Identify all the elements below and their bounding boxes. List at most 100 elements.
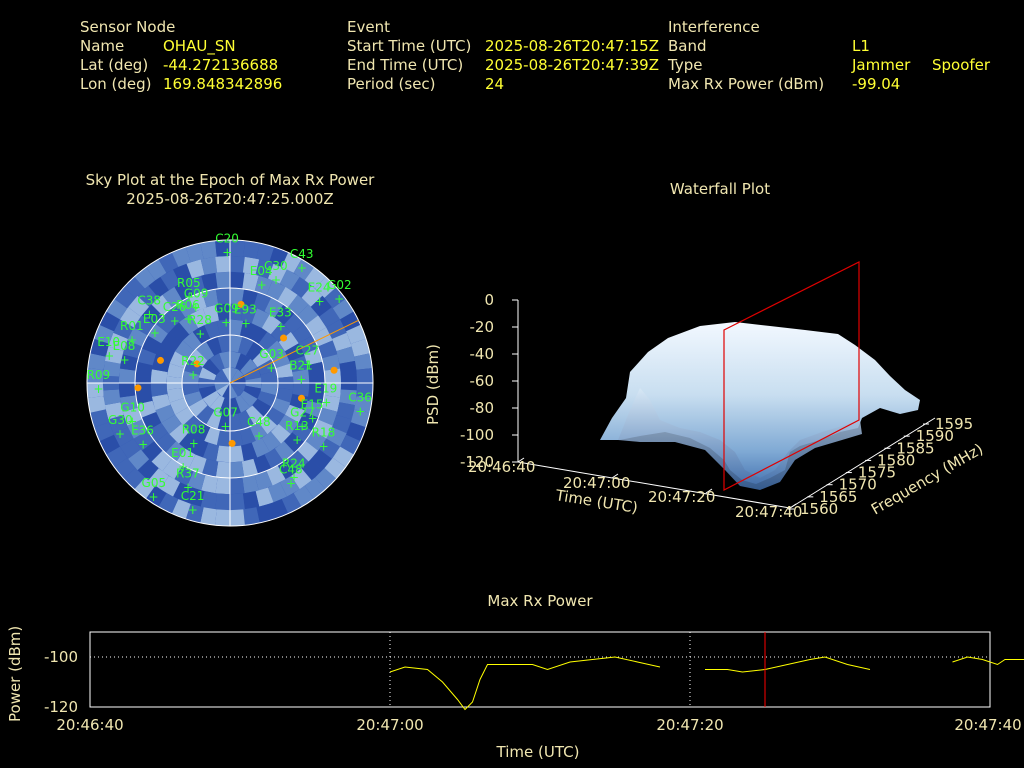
satellite-c38: C38+	[137, 294, 161, 322]
sky-cell	[204, 320, 221, 340]
satellite-g27: G27+	[290, 405, 315, 433]
sky-cell	[119, 307, 141, 328]
interference-marker	[330, 366, 338, 374]
satellite-marker: +	[292, 433, 302, 447]
sky-cell	[133, 430, 155, 451]
sky-cell	[103, 389, 121, 406]
sky-cell	[230, 287, 245, 305]
satellite-e19: E19+	[314, 381, 337, 409]
sky-cell	[235, 353, 251, 371]
sky-cell	[245, 405, 264, 425]
sky-cell	[200, 256, 218, 275]
satellite-r01: R01+	[120, 319, 144, 347]
sky-cell	[275, 363, 294, 378]
satellite-r13: R13+	[285, 419, 309, 447]
sky-cell	[162, 286, 183, 308]
satellite-marker: +	[266, 361, 276, 375]
sky-cell	[200, 240, 217, 259]
sky-cell	[127, 327, 148, 347]
sky-cell	[171, 499, 191, 519]
sky-cell	[104, 402, 124, 420]
type-label: Type	[668, 56, 703, 74]
sky-cell	[260, 370, 278, 383]
sky-cell	[258, 331, 278, 352]
satellite-e36: E36+	[131, 424, 154, 452]
satellite-marker: +	[241, 317, 251, 331]
sky-cell	[118, 383, 136, 398]
satellite-e04: E04+	[250, 264, 273, 292]
satellite-c43: C43+	[290, 247, 314, 275]
sky-cell	[241, 304, 258, 324]
sky-cell	[238, 410, 254, 429]
sky-cell	[166, 363, 185, 378]
sky-plot-grid	[86, 239, 374, 527]
sky-cell	[113, 427, 134, 447]
sky-cell	[160, 475, 181, 497]
satellite-g02: G02+	[327, 278, 352, 306]
satellite-label: C38	[137, 294, 161, 308]
sky-cell	[178, 431, 199, 452]
sky-cell	[336, 402, 356, 420]
sky-cell	[269, 247, 289, 267]
band-value: L1	[852, 37, 870, 55]
frequency-tick-label: 1590	[916, 427, 954, 445]
sky-cell	[254, 275, 273, 295]
event-start-value: 2025-08-26T20:47:15Z	[485, 37, 659, 55]
sky-cell	[230, 383, 238, 399]
psd-surface	[600, 322, 920, 484]
frequency-tick-label: 1565	[819, 488, 857, 506]
sky-cell	[356, 368, 373, 383]
sky-cell	[278, 331, 299, 352]
sky-cell	[230, 303, 244, 321]
sky-cell	[216, 429, 230, 447]
sky-cell	[336, 346, 356, 364]
psd-tick-label: -60	[470, 372, 495, 390]
sky-cell	[155, 343, 175, 362]
satellite-r18: R18+	[312, 425, 336, 453]
interference-marker	[193, 360, 201, 368]
sky-cell	[332, 446, 354, 468]
sky-cell	[178, 314, 199, 335]
sky-cell	[137, 285, 159, 307]
sky-cell	[200, 507, 217, 526]
max-rx-power-value: -99.04	[852, 75, 901, 93]
sky-cell	[301, 285, 323, 307]
satellite-label: G05	[142, 476, 167, 490]
sky-cell	[271, 397, 291, 415]
sky-cell	[230, 319, 244, 337]
sky-cell	[260, 383, 278, 396]
time-tick	[611, 473, 619, 479]
satellite-label: R24	[282, 457, 306, 471]
sky-cell	[141, 412, 162, 431]
sky-cell	[241, 288, 259, 308]
psd-tick-label: 0	[484, 291, 494, 309]
satellite-marker: +	[188, 503, 198, 517]
sky-cell	[182, 414, 202, 435]
sky-cell	[201, 272, 218, 291]
sky-cell	[269, 499, 289, 519]
satellite-label: E15	[301, 397, 324, 411]
satellite-label: R22	[181, 354, 205, 368]
sky-cell	[202, 390, 220, 408]
satellite-marker: +	[296, 372, 306, 386]
sky-cell	[222, 367, 230, 383]
sky-cell	[249, 324, 268, 345]
sky-cell	[90, 409, 110, 428]
type-value-jammer: Jammer	[852, 56, 911, 74]
sky-cell	[251, 438, 270, 458]
sky-cell	[340, 434, 361, 455]
sky-cell	[319, 307, 341, 328]
sky-cell	[216, 445, 230, 463]
sky-cell	[175, 340, 195, 360]
sky-cell	[292, 383, 310, 397]
sky-cell	[176, 448, 196, 469]
sky-cell	[281, 493, 302, 514]
sky-cell	[318, 407, 338, 426]
time-tick	[789, 503, 797, 509]
sky-cell	[215, 240, 230, 257]
sky-cell	[293, 485, 315, 507]
satellite-marker: +	[127, 333, 137, 347]
sky-cell	[94, 324, 114, 344]
rx-ticks: 20:46:40 20:47:00 20:47:20 20:47:40 -100 -120	[44, 648, 1022, 734]
